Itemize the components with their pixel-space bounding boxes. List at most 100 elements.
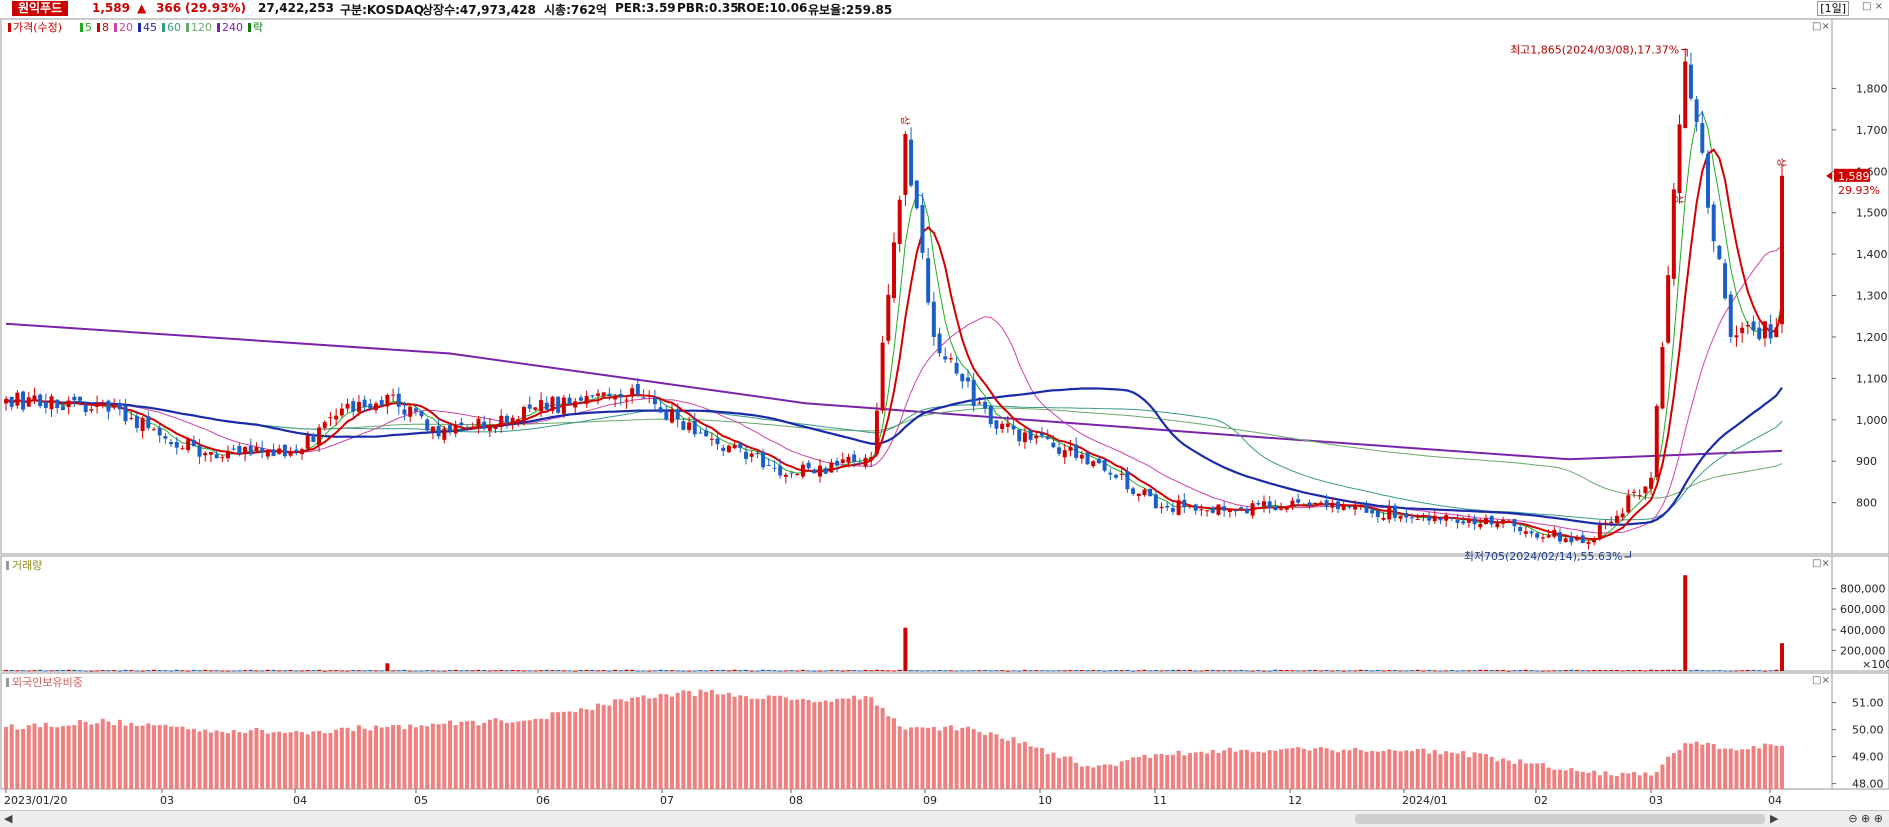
candle-body xyxy=(322,422,327,428)
candle-body xyxy=(476,418,481,427)
volume-bar xyxy=(744,669,748,671)
foreign-ratio-bar xyxy=(78,720,82,789)
volume-bar xyxy=(448,670,452,672)
candle-body xyxy=(698,432,703,434)
volume-bar xyxy=(544,669,549,671)
period-button[interactable]: [1일] xyxy=(1817,1,1849,16)
stock-chart[interactable]: □×□×□× 1,8001,7001,6001,5001,4001,3001,2… xyxy=(0,19,1889,809)
foreign-ratio-bar xyxy=(1745,749,1750,789)
chart-scrollbar[interactable]: ◀ ▶ ⊖ ⊕ ⊕ xyxy=(0,810,1889,827)
foreign-ratio-bar xyxy=(920,727,925,789)
current-price-tag: 1,589 xyxy=(1838,170,1870,183)
foreign-ratio-bar xyxy=(214,730,219,789)
scroll-thumb[interactable] xyxy=(1355,814,1765,824)
volume-bar xyxy=(818,670,822,672)
candle-body xyxy=(812,469,817,474)
volume-bar xyxy=(840,670,845,672)
candle-body xyxy=(1415,519,1420,521)
candle-body xyxy=(1392,505,1397,518)
volume-bar xyxy=(1017,670,1022,672)
zoom-controls[interactable]: ⊖ ⊕ ⊕ xyxy=(1848,812,1883,825)
candle-body xyxy=(265,450,270,457)
foreign-ratio-bar xyxy=(1614,776,1619,789)
foreign-ratio-bar xyxy=(709,690,714,789)
volume-bar xyxy=(1358,669,1363,671)
volume-bar xyxy=(1706,670,1710,672)
candle-body xyxy=(254,447,259,451)
foreign-ratio-bar xyxy=(732,696,737,789)
volume-bar xyxy=(1392,670,1397,672)
candle-body xyxy=(174,441,179,448)
price-y-label: 1,000 xyxy=(1856,414,1888,427)
candle-body xyxy=(1051,442,1056,448)
volume-bar xyxy=(334,670,339,672)
candle-body xyxy=(1410,517,1414,519)
candle-body xyxy=(818,465,822,477)
scroll-left-arrow-icon[interactable]: ◀ xyxy=(4,812,13,825)
volume-bar xyxy=(852,670,857,672)
candle-body xyxy=(499,415,504,428)
volume-bar xyxy=(1307,669,1312,671)
volume-bar xyxy=(926,670,931,672)
candle-body xyxy=(78,396,82,401)
candle-body xyxy=(1193,504,1198,511)
foreign-ratio-bar xyxy=(1233,751,1238,789)
foreign-ratio-bar xyxy=(1597,775,1602,789)
foreign-ratio-bar xyxy=(1427,753,1432,789)
candle-body xyxy=(1028,430,1033,440)
foreign-ratio-bar xyxy=(169,726,174,789)
volume-bar xyxy=(1318,670,1323,672)
volume-bar xyxy=(157,670,162,672)
foreign-ratio-bar xyxy=(1364,751,1369,789)
candle-body xyxy=(1358,506,1363,508)
candle-body xyxy=(1540,537,1545,539)
candle-body xyxy=(1131,488,1136,494)
volume-bar xyxy=(1262,670,1266,672)
high-note-arrow xyxy=(1681,48,1688,57)
candle-body xyxy=(351,401,356,412)
volume-bar xyxy=(772,670,777,672)
foreign-ratio-bar xyxy=(146,723,151,789)
foreign-ratio-bar xyxy=(931,726,936,789)
volume-bar xyxy=(909,670,914,672)
foreign-ratio-bar xyxy=(755,698,760,789)
pbr-value: PBR:0.35 xyxy=(677,1,739,15)
foreign-ratio-bar xyxy=(630,697,635,789)
scroll-right-arrow-icon[interactable]: ▶ xyxy=(1770,812,1779,825)
volume-bar xyxy=(1410,670,1414,672)
foreign-ratio-bar xyxy=(1723,748,1728,789)
panel-window-buttons: □× xyxy=(1812,675,1830,686)
candle-body xyxy=(846,456,851,463)
x-tick-label: 2023/01/20 xyxy=(4,794,67,807)
foreign-ratio-bar xyxy=(874,705,879,789)
candle-body xyxy=(117,403,122,410)
candle-body xyxy=(806,462,811,469)
foreign-ratio-bar xyxy=(208,732,213,789)
candle-body xyxy=(624,399,629,401)
foreign-ratio-bar xyxy=(601,704,606,789)
window-controls[interactable]: □ × xyxy=(1861,1,1883,12)
foreign-ratio-bar xyxy=(1728,748,1733,789)
foreign-ratio-bar xyxy=(761,698,766,789)
candle-body xyxy=(1022,432,1027,443)
foreign-ratio-bar xyxy=(1301,748,1306,789)
volume-bar xyxy=(311,670,316,672)
stock-name[interactable]: 원익푸드 xyxy=(12,1,69,16)
candle-body xyxy=(704,430,709,437)
volume-bar xyxy=(1284,669,1289,671)
candle-body xyxy=(1728,294,1733,337)
foreign-ratio-bar xyxy=(1051,752,1056,789)
foreign-ratio-bar xyxy=(1358,750,1363,789)
foreign-ratio-bar xyxy=(379,727,384,789)
volume-bar xyxy=(1620,670,1625,672)
candle-body xyxy=(43,401,48,408)
volume-bar xyxy=(823,670,828,672)
x-tick-label: 09 xyxy=(923,794,937,807)
volume-bar xyxy=(1051,670,1056,672)
candle-body xyxy=(83,404,88,413)
candle-body xyxy=(66,400,71,408)
candle-body xyxy=(1040,433,1044,436)
legend-swatch xyxy=(97,23,100,32)
candle-body xyxy=(1711,204,1716,242)
candle-body xyxy=(1620,513,1625,518)
